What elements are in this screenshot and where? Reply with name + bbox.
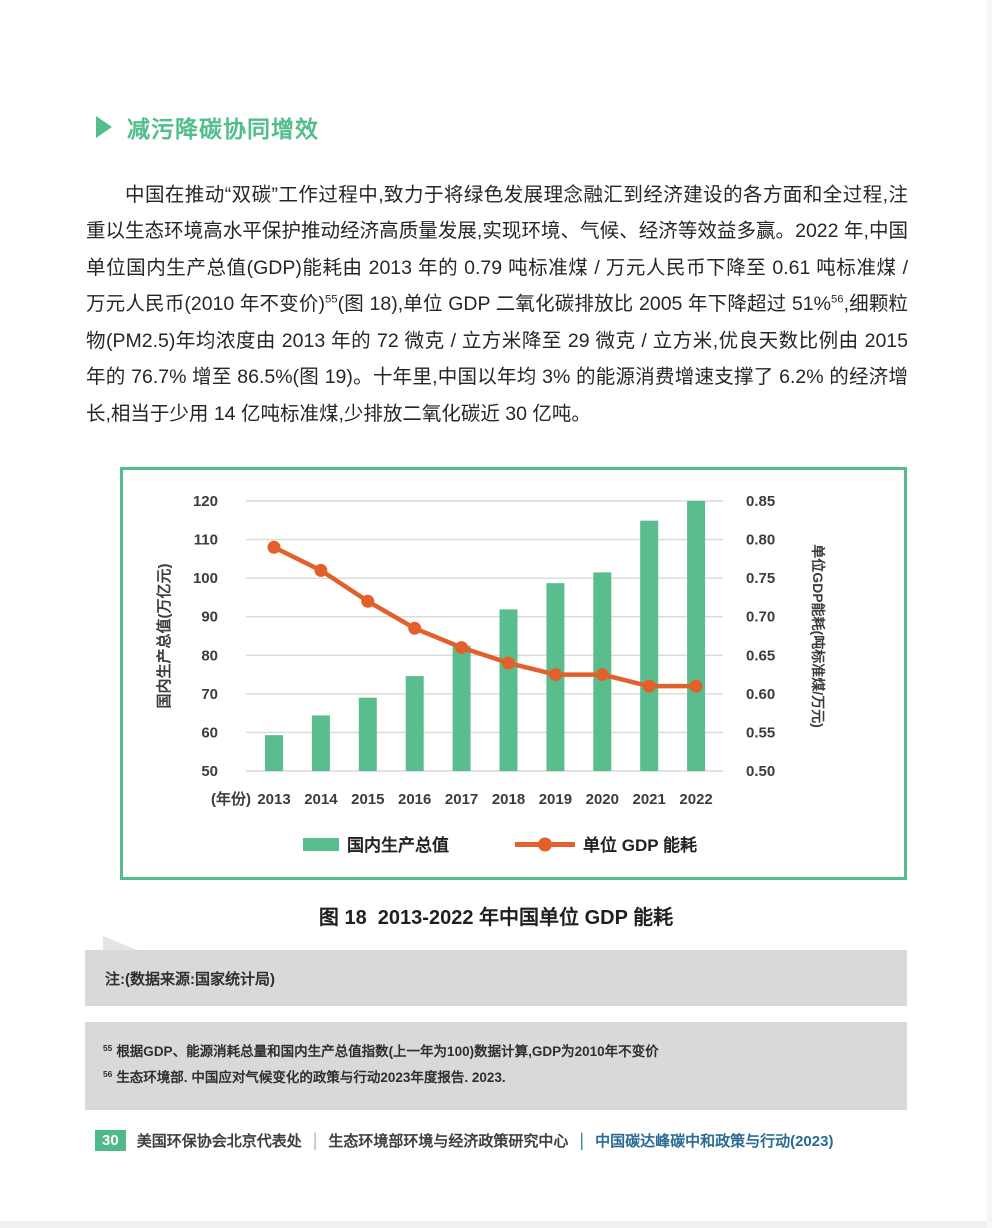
svg-text:70: 70 — [201, 686, 218, 703]
chart-svg: 12011010090807060500.850.800.750.700.650… — [155, 493, 826, 855]
svg-text:2014: 2014 — [304, 791, 338, 808]
page-number-badge: 30 — [95, 1130, 126, 1151]
footnote-55-text: 根据GDP、能源消耗总量和国内生产总值指数(上一年为100)数据计算,GDP为2… — [116, 1044, 659, 1059]
footnote-56: 56 生态环境部. 中国应对气候变化的政策与行动2023年度报告. 2023. — [103, 1065, 889, 1091]
svg-text:0.65: 0.65 — [746, 647, 775, 664]
svg-text:100: 100 — [193, 570, 218, 587]
page-edge-bottom — [0, 1221, 992, 1228]
footer-org-2: 生态环境部环境与经济政策研究中心 — [328, 1133, 569, 1150]
svg-text:0.60: 0.60 — [746, 686, 775, 703]
footer-org-1: 美国环保协会北京代表处 — [136, 1133, 302, 1150]
gdp-energy-chart: 120 110 100 90 80 70 60 50 0.85 0.80 0.75 0.70 0.65 0… — [120, 467, 907, 880]
svg-text:0.50: 0.50 — [746, 763, 775, 780]
footnote-56-text: 生态环境部. 中国应对气候变化的政策与行动2023年度报告. 2023. — [116, 1070, 506, 1085]
svg-text:2021: 2021 — [633, 791, 666, 808]
svg-text:110: 110 — [194, 532, 218, 549]
svg-text:120: 120 — [193, 493, 218, 510]
left-axis-ticks: 120 110 100 90 80 70 60 50 — [193, 493, 218, 780]
left-axis-title: 国内生产总值(万亿元) — [155, 564, 173, 709]
footnote-56-marker: 56 — [103, 1068, 113, 1079]
svg-text:2015: 2015 — [351, 791, 384, 808]
svg-text:单位 GDP 能耗: 单位 GDP 能耗 — [583, 835, 697, 855]
page-edge-right — [987, 0, 992, 1228]
svg-text:90: 90 — [201, 609, 218, 626]
footer-separator-1: | — [312, 1130, 318, 1150]
footnotes-panel: 55 根据GDP、能源消耗总量和国内生产总值指数(上一年为100)数据计算,GDP… — [85, 1022, 907, 1110]
svg-text:2013: 2013 — [257, 791, 290, 808]
right-axis-title: 单位GDP能耗(吨标准煤/万元) — [810, 544, 826, 728]
svg-text:80: 80 — [201, 647, 218, 664]
svg-text:50: 50 — [201, 763, 218, 780]
svg-text:0.70: 0.70 — [746, 609, 775, 626]
footnote-reference: 56 — [830, 293, 844, 306]
svg-text:国内生产总值: 国内生产总值 — [347, 835, 449, 855]
svg-text:2020: 2020 — [586, 791, 619, 808]
figure-caption: 图 18 2013-2022 年中国单位 GDP 能耗 — [318, 907, 674, 929]
x-axis-labels: (年份) 2013 2014 2015 2016 2017 2018 2019 2020 2021… — [211, 790, 713, 808]
figure-note-text: 注:(数据来源:国家统计局) — [105, 970, 275, 988]
svg-text:0.85: 0.85 — [746, 493, 775, 510]
figure-note-bar: 注:(数据来源:国家统计局) — [85, 950, 907, 1006]
section-heading-text: 减污降碳协同增效 — [127, 116, 319, 142]
chart-legend: 国内生产总值 单位 GDP 能耗 — [303, 835, 697, 855]
svg-text:0.80: 0.80 — [746, 532, 775, 549]
footer-report-title: 中国碳达峰碳中和政策与行动(2023) — [595, 1133, 834, 1150]
section-heading: 减污降碳协同增效 — [96, 110, 319, 144]
note-pointer — [103, 936, 137, 950]
svg-text:0.55: 0.55 — [746, 724, 775, 741]
svg-text:2019: 2019 — [539, 791, 572, 808]
svg-text:2022: 2022 — [679, 791, 712, 808]
section-arrow-icon — [96, 116, 112, 138]
svg-text:0.75: 0.75 — [746, 570, 775, 587]
svg-text:(年份): (年份) — [211, 790, 251, 808]
footnote-reference: 55 — [325, 293, 338, 306]
svg-text:2016: 2016 — [398, 791, 431, 808]
footer-separator-2: | — [579, 1130, 585, 1150]
gdp-bars — [265, 501, 706, 771]
footnote-55-marker: 55 — [103, 1042, 113, 1053]
right-axis-ticks: 0.85 0.80 0.75 0.70 0.65 0.60 0.55 0.50 — [746, 493, 775, 780]
footnote-55: 55 根据GDP、能源消耗总量和国内生产总值指数(上一年为100)数据计算,GDP… — [103, 1039, 889, 1065]
svg-text:2018: 2018 — [492, 791, 525, 808]
svg-text:60: 60 — [201, 724, 218, 741]
legend-bar-swatch — [303, 838, 339, 851]
body-paragraph: 中国在推动“双碳”工作过程中,致力于将绿色发展理念融汇到经济建设的各方面和全过程… — [86, 183, 908, 425]
page-footer: 30 美国环保协会北京代表处 | 生态环境部环境与经济政策研究中心 | 中国碳达… — [95, 1130, 833, 1151]
svg-text:2017: 2017 — [445, 791, 478, 808]
energy-line — [267, 540, 703, 693]
